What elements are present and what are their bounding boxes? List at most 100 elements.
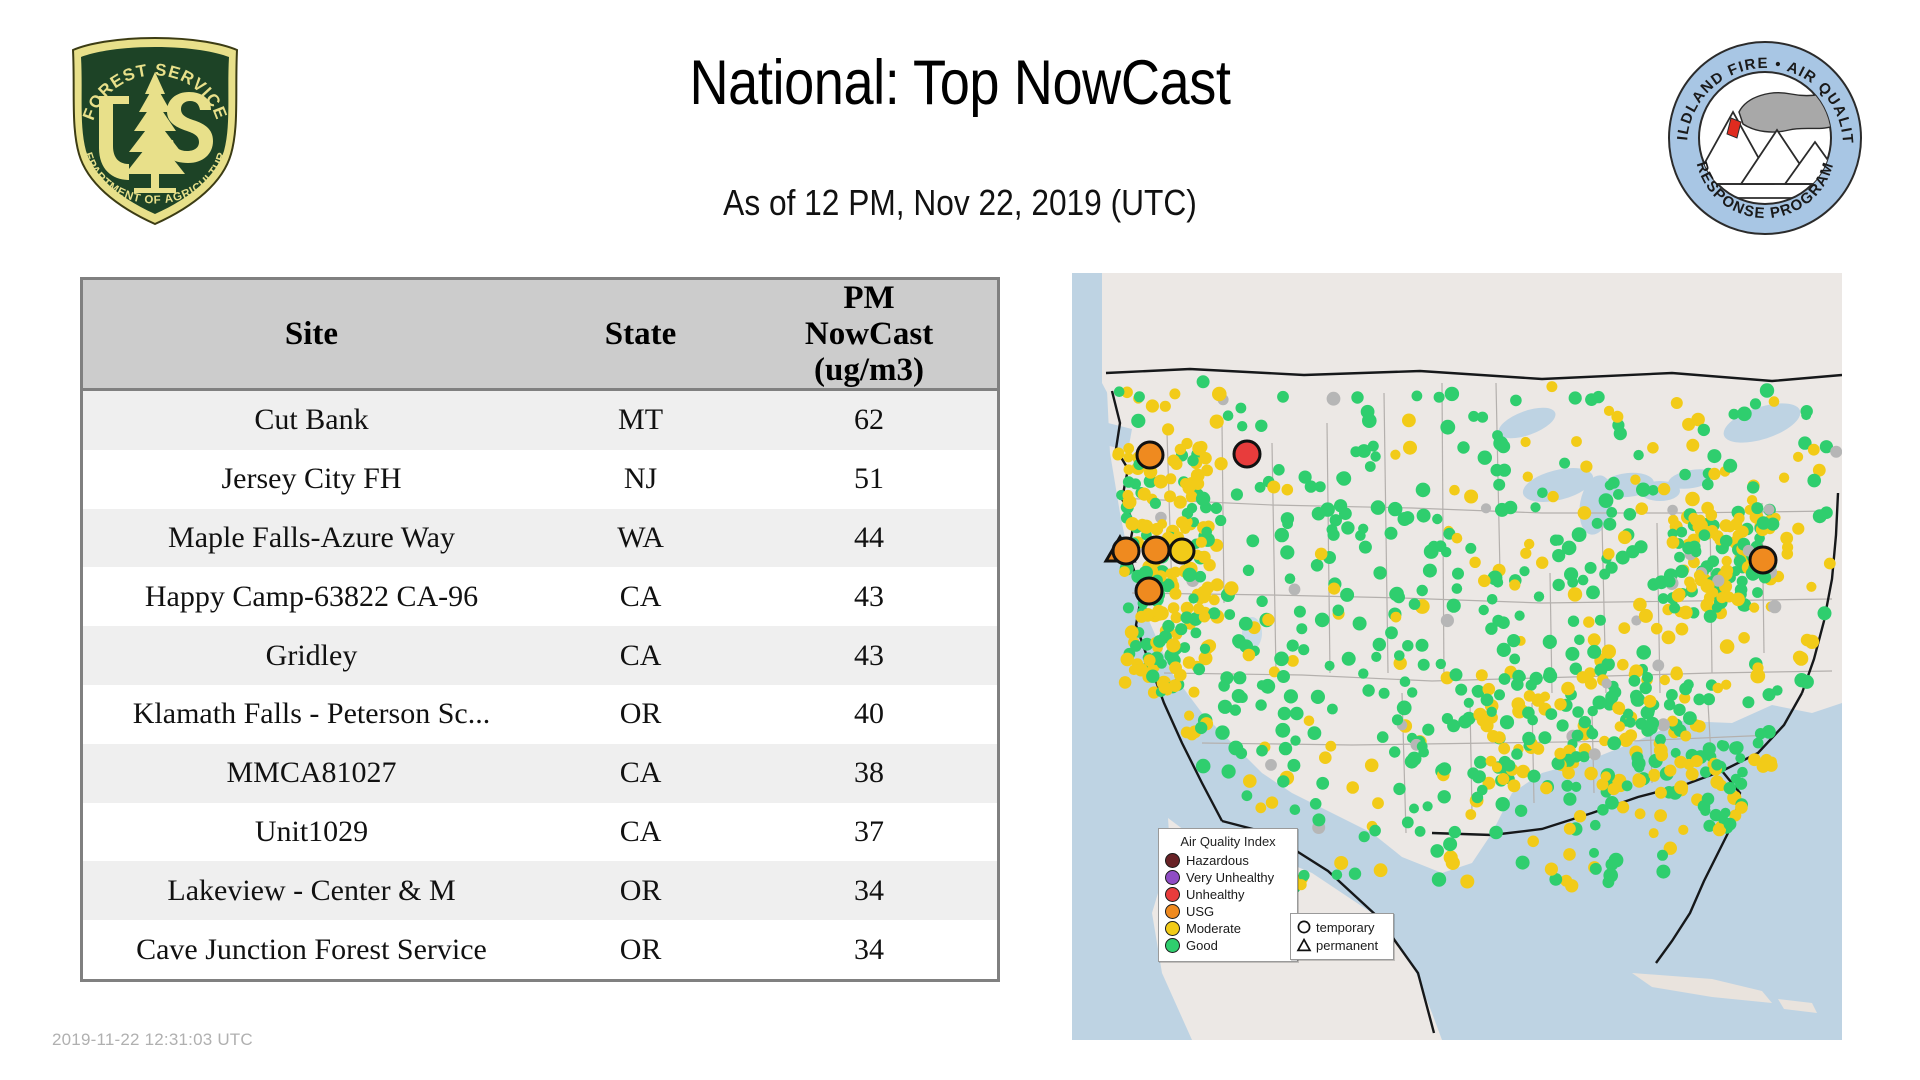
column-header-site[interactable]: Site [83, 280, 540, 391]
map-station-dot[interactable] [1511, 748, 1523, 760]
map-station-dot[interactable] [1612, 701, 1626, 715]
map-station-dot[interactable] [1806, 581, 1817, 592]
map-station-dot[interactable] [1198, 651, 1213, 666]
map-station-dot[interactable] [1554, 698, 1567, 711]
map-station-dot[interactable] [1603, 405, 1615, 416]
map-station-dot[interactable] [1123, 464, 1134, 475]
map-station-dot[interactable] [1284, 573, 1296, 584]
map-station-dot[interactable] [1137, 487, 1151, 501]
map-station-dot[interactable] [1287, 655, 1299, 667]
map-station-dot[interactable] [1290, 706, 1304, 721]
map-station-dot[interactable] [1229, 704, 1241, 716]
map-station-dot[interactable] [1130, 640, 1142, 652]
map-station-dot[interactable] [1364, 758, 1379, 773]
map-station-dot[interactable] [1422, 723, 1435, 736]
map-station-dot[interactable] [1559, 457, 1571, 469]
map-station-dot[interactable] [1415, 482, 1431, 498]
map-station-dot[interactable] [1830, 445, 1842, 458]
map-station-dot[interactable] [1288, 583, 1301, 596]
map-station-dot[interactable] [1648, 828, 1659, 839]
map-station-dot[interactable] [1546, 381, 1558, 393]
map-station-dot[interactable] [1719, 534, 1733, 548]
map-station-dot[interactable] [1286, 639, 1299, 652]
map-station-dot[interactable] [1164, 490, 1176, 503]
map-station-dot[interactable] [1358, 831, 1370, 843]
map-station-dot[interactable] [1373, 863, 1388, 878]
map-station-dot[interactable] [1522, 471, 1533, 482]
map-station-dot[interactable] [1596, 778, 1609, 791]
map-station-dot[interactable] [1760, 753, 1773, 766]
map-station-dot[interactable] [1465, 542, 1477, 554]
map-station-dot[interactable] [1807, 473, 1821, 488]
map-station-dot[interactable] [1118, 676, 1132, 689]
map-station-dot[interactable] [1503, 759, 1516, 772]
map-station-dot[interactable] [1371, 651, 1382, 662]
map-station-dot[interactable] [1507, 634, 1521, 648]
map-station-dot[interactable] [1798, 436, 1812, 450]
map-station-dot[interactable] [1277, 775, 1290, 788]
map-station-dot[interactable] [1358, 540, 1372, 554]
map-station-dot[interactable] [1716, 592, 1728, 604]
map-station-dot[interactable] [1618, 622, 1631, 634]
map-station-dot[interactable] [1298, 869, 1310, 882]
map-station-dot[interactable] [1583, 616, 1595, 628]
map-station-dot[interactable] [1336, 472, 1348, 484]
map-station-dot[interactable] [1614, 721, 1625, 732]
map-station-dot[interactable] [1182, 567, 1197, 582]
map-station-dot[interactable] [1432, 513, 1443, 525]
map-station-dot[interactable] [1170, 611, 1182, 624]
map-station-dot[interactable] [1580, 460, 1593, 473]
map-station-dot[interactable] [1378, 687, 1390, 699]
map-station-dot[interactable] [1556, 719, 1569, 732]
map-station-dot[interactable] [1195, 491, 1211, 506]
map-station-dot[interactable] [1465, 809, 1477, 820]
map-station-dot[interactable] [1666, 689, 1678, 701]
map-station-dot[interactable] [1389, 587, 1403, 602]
map-station-dot[interactable] [1700, 579, 1715, 594]
map-station-dot[interactable] [1289, 804, 1301, 815]
map-station-dot[interactable] [1686, 438, 1700, 452]
map-station-dot[interactable] [1477, 784, 1488, 796]
map-station-dot[interactable] [1571, 527, 1587, 542]
map-station-dot[interactable] [1819, 440, 1833, 454]
map-station-dot[interactable] [1293, 605, 1306, 618]
map-station-dot[interactable] [1401, 816, 1414, 829]
map-station-dot[interactable] [1165, 568, 1176, 579]
map-station-dot[interactable] [1256, 595, 1268, 607]
map-station-dot[interactable] [1199, 452, 1212, 465]
map-station-dot[interactable] [1599, 735, 1610, 747]
map-station-dot[interactable] [1754, 728, 1767, 740]
map-station-dot[interactable] [1277, 706, 1292, 721]
map-station-dot[interactable] [1778, 472, 1790, 483]
map-station-dot[interactable] [1659, 674, 1670, 686]
map-station-dot[interactable] [1492, 577, 1504, 588]
map-station-dot[interactable] [1635, 502, 1648, 515]
map-station-dot[interactable] [1433, 391, 1445, 403]
map-station-dot[interactable] [1362, 413, 1377, 428]
map-station-dot[interactable] [1636, 482, 1651, 497]
map-station-dot[interactable] [1700, 805, 1711, 816]
map-station-dot[interactable] [1169, 587, 1182, 600]
map-station-dot[interactable] [1525, 679, 1537, 691]
map-station-dot[interactable] [1601, 678, 1612, 689]
map-station-dot[interactable] [1748, 753, 1761, 767]
map-station-dot[interactable] [1411, 390, 1423, 402]
map-station-dot[interactable] [1158, 681, 1171, 694]
map-station-dot[interactable] [1516, 764, 1530, 779]
map-station-dot[interactable] [1188, 593, 1199, 604]
map-station-dot[interactable] [1348, 867, 1362, 880]
map-station-dot[interactable] [1613, 489, 1624, 500]
map-station-dot[interactable] [1242, 648, 1256, 662]
map-station-dot[interactable] [1588, 748, 1601, 761]
map-station-dot[interactable] [1565, 646, 1580, 661]
map-station-dot[interactable] [1654, 734, 1666, 745]
map-station-dot[interactable] [1602, 876, 1615, 889]
map-station-dot[interactable] [1645, 716, 1660, 731]
map-station-dot[interactable] [1592, 390, 1605, 404]
map-station-dot[interactable] [1666, 535, 1680, 549]
map-station-dot[interactable] [1215, 514, 1227, 527]
map-station-dot[interactable] [1576, 671, 1589, 684]
map-station-dot[interactable] [1752, 587, 1763, 598]
map-station-dot[interactable] [1527, 835, 1539, 848]
map-station-dot[interactable] [1781, 548, 1794, 560]
